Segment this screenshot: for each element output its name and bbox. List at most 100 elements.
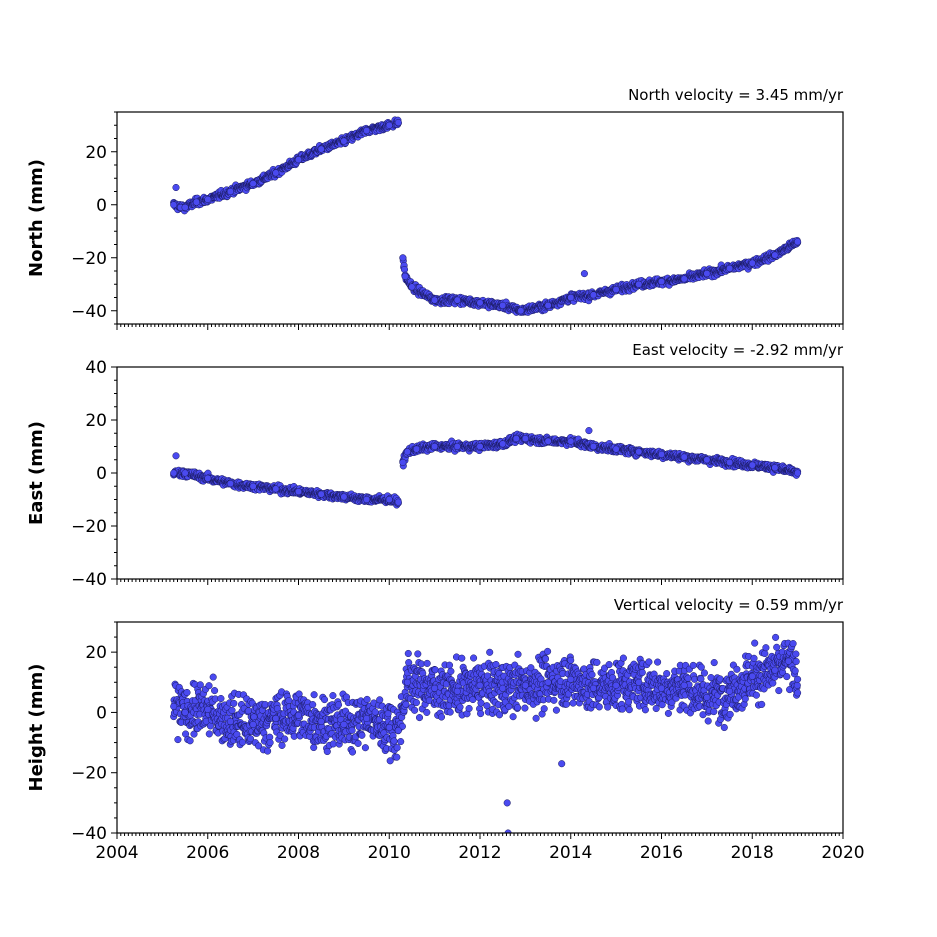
data-point <box>663 670 671 678</box>
data-point <box>310 691 318 699</box>
data-point <box>726 264 734 272</box>
data-point <box>217 694 225 703</box>
data-point <box>532 714 540 722</box>
data-point <box>294 488 303 496</box>
data-point <box>211 687 219 695</box>
data-point <box>209 673 217 681</box>
data-point <box>612 445 620 453</box>
data-point <box>417 660 425 668</box>
data-point <box>399 458 407 466</box>
data-point <box>447 667 455 675</box>
data-point <box>190 730 198 738</box>
data-point <box>423 659 431 667</box>
y-tick-label: 0 <box>96 196 107 216</box>
data-points <box>170 116 802 316</box>
data-point <box>310 743 318 752</box>
data-point <box>348 748 357 756</box>
data-point <box>278 741 286 749</box>
data-point <box>385 121 393 129</box>
data-point <box>552 706 560 714</box>
data-point <box>445 661 454 669</box>
data-point <box>437 713 446 721</box>
y-tick-label: 20 <box>85 143 107 163</box>
data-point <box>453 296 461 304</box>
data-point <box>495 711 504 719</box>
data-point <box>393 753 401 761</box>
data-point <box>415 714 424 722</box>
data-point <box>476 299 484 307</box>
data-point <box>595 703 603 711</box>
data-point <box>470 654 478 662</box>
data-point <box>412 699 420 707</box>
data-point <box>521 704 529 712</box>
data-point <box>645 658 653 666</box>
data-point <box>317 145 325 153</box>
data-point <box>654 658 662 666</box>
data-point <box>458 654 466 662</box>
data-point <box>340 137 348 145</box>
data-point <box>404 649 412 658</box>
data-point <box>246 735 255 743</box>
y-tick-label: −40 <box>71 302 107 322</box>
data-point <box>585 427 593 435</box>
plot-frame <box>116 366 844 580</box>
data-point <box>580 270 588 278</box>
data-point <box>397 738 405 746</box>
data-point <box>384 710 392 718</box>
data-point <box>264 747 272 755</box>
data-point <box>638 668 646 677</box>
data-point <box>363 495 371 504</box>
y-axis-label: North (mm) <box>26 159 47 277</box>
y-tick-label: −20 <box>71 249 107 269</box>
data-point <box>329 692 337 700</box>
data-point <box>562 700 571 708</box>
data-point <box>181 469 189 477</box>
data-points <box>170 427 802 509</box>
data-point <box>486 648 494 656</box>
data-point <box>509 713 517 721</box>
data-point <box>567 437 575 445</box>
data-point <box>181 203 189 211</box>
data-point <box>423 708 431 716</box>
data-point <box>390 737 398 745</box>
y-tick-label: 40 <box>85 358 107 378</box>
data-point <box>771 464 779 472</box>
data-point <box>604 703 612 711</box>
data-point <box>456 703 464 711</box>
data-point <box>550 696 558 704</box>
data-point <box>589 291 597 299</box>
data-point <box>657 278 666 286</box>
data-point <box>196 681 204 689</box>
data-point <box>363 695 371 703</box>
panel-3: 2004 2006 2008 2010 2012 2014 2016 2018 2020−40−… <box>26 596 865 863</box>
data-point <box>348 726 356 734</box>
data-point <box>635 448 643 456</box>
data-point <box>593 658 601 666</box>
data-point <box>272 169 280 177</box>
data-point <box>205 730 213 738</box>
chart-title: North velocity = 3.45 mm/yr <box>628 86 844 104</box>
data-point <box>183 688 191 697</box>
data-point <box>281 735 289 743</box>
data-point <box>431 442 439 451</box>
data-point <box>376 696 384 704</box>
data-point <box>226 480 234 488</box>
data-point <box>206 722 214 730</box>
data-point <box>446 708 454 716</box>
data-point <box>361 744 369 752</box>
data-point <box>664 709 672 717</box>
data-point <box>386 757 394 765</box>
data-point <box>363 127 371 135</box>
data-point <box>174 736 182 744</box>
data-point <box>612 286 620 294</box>
data-point <box>477 699 485 707</box>
data-point <box>412 445 421 453</box>
data-point <box>483 702 491 710</box>
y-tick-label: −20 <box>71 517 107 537</box>
data-point <box>249 180 257 188</box>
data-point <box>567 293 575 302</box>
data-point <box>399 254 407 262</box>
data-point <box>652 704 660 713</box>
data-point <box>403 448 411 456</box>
